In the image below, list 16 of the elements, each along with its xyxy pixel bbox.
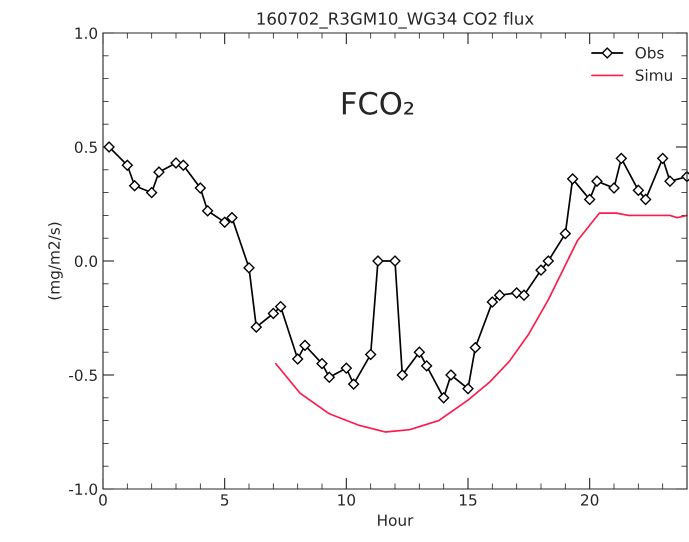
x-tick-label: 15 (460, 494, 476, 506)
y-tick-label: 1.0 (76, 27, 98, 40)
x-tick-label: 5 (220, 494, 228, 506)
y-tick-label: 0.5 (74, 141, 97, 154)
y-axis-title: (mg/m2/s) (48, 222, 63, 300)
y-tick-label: -1.0 (69, 483, 98, 496)
x-tick-label: 10 (338, 494, 356, 506)
y-tick-label: -0.5 (69, 369, 97, 382)
x-tick-label: 20 (581, 494, 598, 506)
x-axis-title: Hour (378, 514, 414, 526)
legend-label: Obs (636, 46, 664, 59)
y-tick-label: 0.0 (74, 255, 98, 268)
legend-label: Simu (636, 69, 672, 81)
chart-title: 160702_R3GM10_WG34 CO2 flux (258, 12, 534, 29)
x-tick-label: 0 (99, 494, 107, 506)
annotation: FCO₂ (342, 92, 414, 115)
